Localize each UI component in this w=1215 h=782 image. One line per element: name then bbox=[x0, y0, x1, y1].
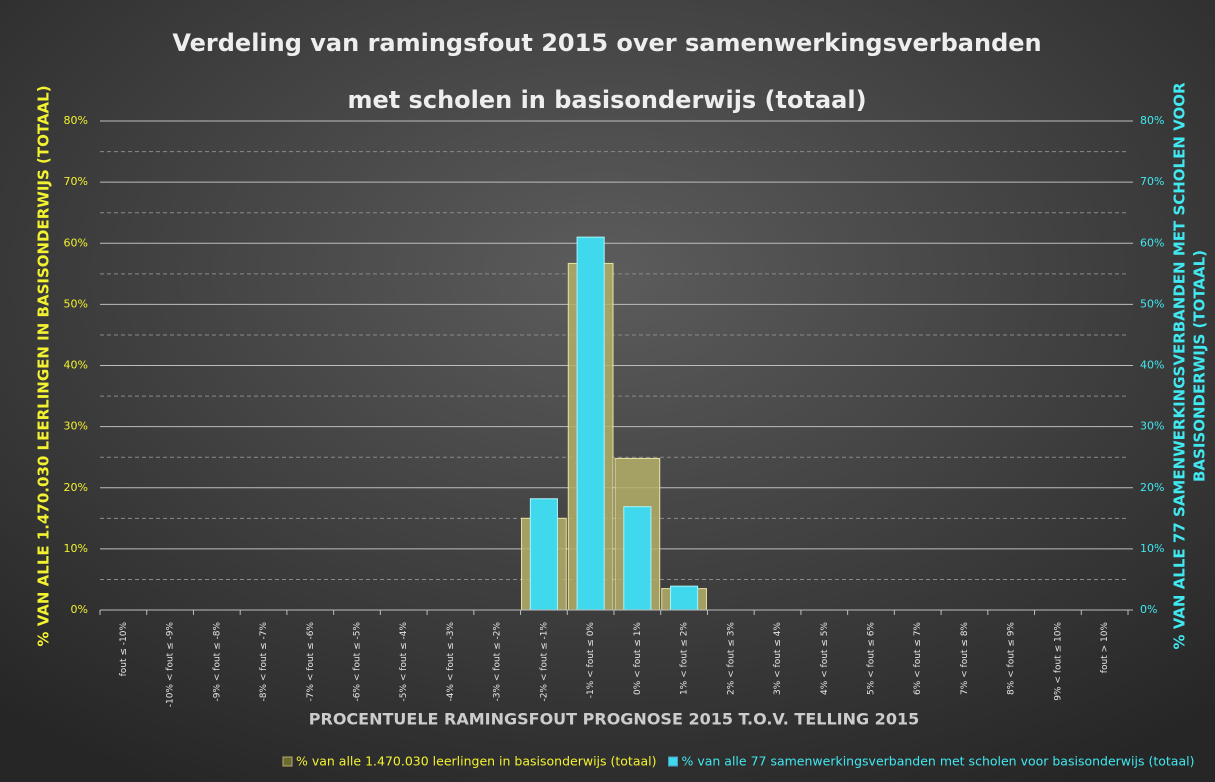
x-tick-label: fout > 10% bbox=[1100, 622, 1110, 674]
y2-axis-label: % VAN ALLE 77 SAMENWERKINGSVERBANDEN MET… bbox=[1171, 82, 1189, 650]
x-tick-label: -5% < fout ≤ -4% bbox=[399, 622, 409, 702]
x-tick-label: fout ≤ -10% bbox=[119, 622, 129, 677]
x-tick-label: -3% < fout ≤ -2% bbox=[493, 622, 503, 702]
y2-tick-label: 30% bbox=[1140, 420, 1164, 433]
y2-tick-label: 50% bbox=[1140, 297, 1164, 310]
y2-tick-label: 70% bbox=[1140, 175, 1164, 188]
x-tick-label: 3% < fout ≤ 4% bbox=[773, 622, 783, 695]
x-tick-label: -1% < fout ≤ 0% bbox=[586, 622, 596, 699]
y2-axis-label: BASISONDERWIJS (TOTAAL) bbox=[1191, 250, 1209, 482]
x-tick-label: 8% < fout ≤ 9% bbox=[1007, 622, 1017, 695]
x-tick-label: 6% < fout ≤ 7% bbox=[913, 622, 923, 695]
x-tick-label: 4% < fout ≤ 5% bbox=[820, 622, 830, 695]
y-axis-label: % VAN ALLE 1.470.030 LEERLINGEN IN BASIS… bbox=[35, 85, 53, 646]
x-tick-label: 1% < fout ≤ 2% bbox=[680, 622, 690, 695]
x-tick-label: -9% < fout ≤ -8% bbox=[212, 622, 222, 702]
y-tick-label: 30% bbox=[64, 420, 88, 433]
x-tick-label: -10% < fout ≤ -9% bbox=[166, 622, 176, 708]
chart-title: Verdeling van ramingsfout 2015 over same… bbox=[172, 29, 1041, 57]
x-tick-label: -4% < fout ≤ -3% bbox=[446, 622, 456, 702]
y2-tick-label: 0% bbox=[1140, 603, 1157, 616]
legend-label: % van alle 77 samenwerkingsverbanden met… bbox=[682, 754, 1195, 769]
bar bbox=[529, 498, 558, 611]
y2-tick-label: 60% bbox=[1140, 236, 1164, 249]
bar bbox=[670, 585, 699, 611]
y-tick-label: 50% bbox=[64, 297, 88, 310]
y-tick-label: 0% bbox=[71, 603, 88, 616]
x-tick-label: 7% < fout ≤ 8% bbox=[960, 622, 970, 695]
x-tick-label: -6% < fout ≤ -5% bbox=[353, 622, 363, 702]
y-tick-label: 70% bbox=[64, 175, 88, 188]
x-axis-label: PROCENTUELE RAMINGSFOUT PROGNOSE 2015 T.… bbox=[309, 710, 919, 729]
x-tick-label: 0% < fout ≤ 1% bbox=[633, 622, 643, 695]
y-tick-label: 10% bbox=[64, 542, 88, 555]
y2-tick-label: 40% bbox=[1140, 359, 1164, 372]
y-tick-label: 40% bbox=[64, 359, 88, 372]
x-tick-label: -8% < fout ≤ -7% bbox=[259, 622, 269, 702]
y-tick-label: 20% bbox=[64, 481, 88, 494]
x-tick-label: 2% < fout ≤ 3% bbox=[726, 622, 736, 695]
y-tick-label: 60% bbox=[64, 236, 88, 249]
y2-tick-label: 10% bbox=[1140, 542, 1164, 555]
chart-title: met scholen in basisonderwijs (totaal) bbox=[347, 86, 866, 114]
legend-label: % van alle 1.470.030 leerlingen in basis… bbox=[296, 754, 657, 769]
bar bbox=[576, 236, 605, 611]
y-tick-label: 80% bbox=[64, 114, 88, 127]
x-tick-label: -7% < fout ≤ -6% bbox=[306, 622, 316, 702]
bar bbox=[623, 506, 652, 611]
y2-tick-label: 80% bbox=[1140, 114, 1164, 127]
legend-swatch bbox=[668, 756, 678, 767]
x-tick-label: 5% < fout ≤ 6% bbox=[867, 622, 877, 695]
x-tick-label: -2% < fout ≤ -1% bbox=[539, 622, 549, 702]
x-tick-label: 9% < fout ≤ 10% bbox=[1053, 622, 1063, 701]
legend-swatch bbox=[282, 756, 293, 767]
y2-tick-label: 20% bbox=[1140, 481, 1164, 494]
